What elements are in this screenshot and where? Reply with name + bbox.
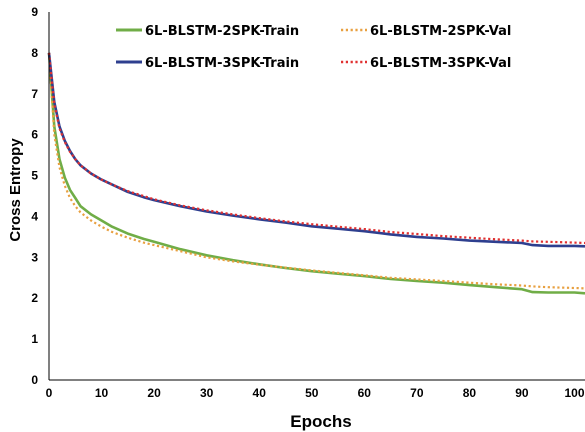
y-tick-label: 9 [31,5,38,19]
legend: 6L-BLSTM-2SPK-Train 6L-BLSTM-2SPK-Val 6L-B… [116,24,511,71]
x-tick-label: 40 [253,386,267,400]
x-tick-label: 30 [200,386,214,400]
y-axis-title: Cross Entropy [7,138,24,242]
y-tick-label: 4 [31,209,38,223]
legend-label-1: 6L-BLSTM-2SPK-Train [145,24,299,39]
x-tick-label: 20 [147,386,161,400]
y-tick-label: 1 [31,332,38,346]
series-line-4 [47,52,585,245]
x-tick-label: 60 [358,386,372,400]
legend-label-3: 6L-BLSTM-3SPK-Train [145,56,299,71]
y-tick-label: 2 [31,291,38,305]
x-tick-label: 10 [95,386,109,400]
legend-label-2: 6L-BLSTM-2SPK-Val [370,24,511,39]
x-tick-label: 90 [515,386,529,400]
series-line-3 [47,52,585,248]
y-tick-label: 7 [31,87,38,101]
y-tick-label: 0 [31,373,38,387]
legend-label-4: 6L-BLSTM-3SPK-Val [370,56,511,71]
x-tick-label: 100 [564,386,584,400]
x-axis-title: Epochs [290,412,351,431]
y-tick-label: 3 [31,250,38,264]
series-line-1 [47,52,585,295]
x-tick-label: 70 [410,386,424,400]
y-tick-label: 5 [31,169,38,183]
x-tick-label: 0 [46,386,53,400]
series-line-2 [47,52,585,290]
x-tick-label: 80 [463,386,477,400]
y-tick-label: 6 [31,128,38,142]
y-tick-label: 8 [31,46,38,60]
x-tick-label: 50 [305,386,319,400]
